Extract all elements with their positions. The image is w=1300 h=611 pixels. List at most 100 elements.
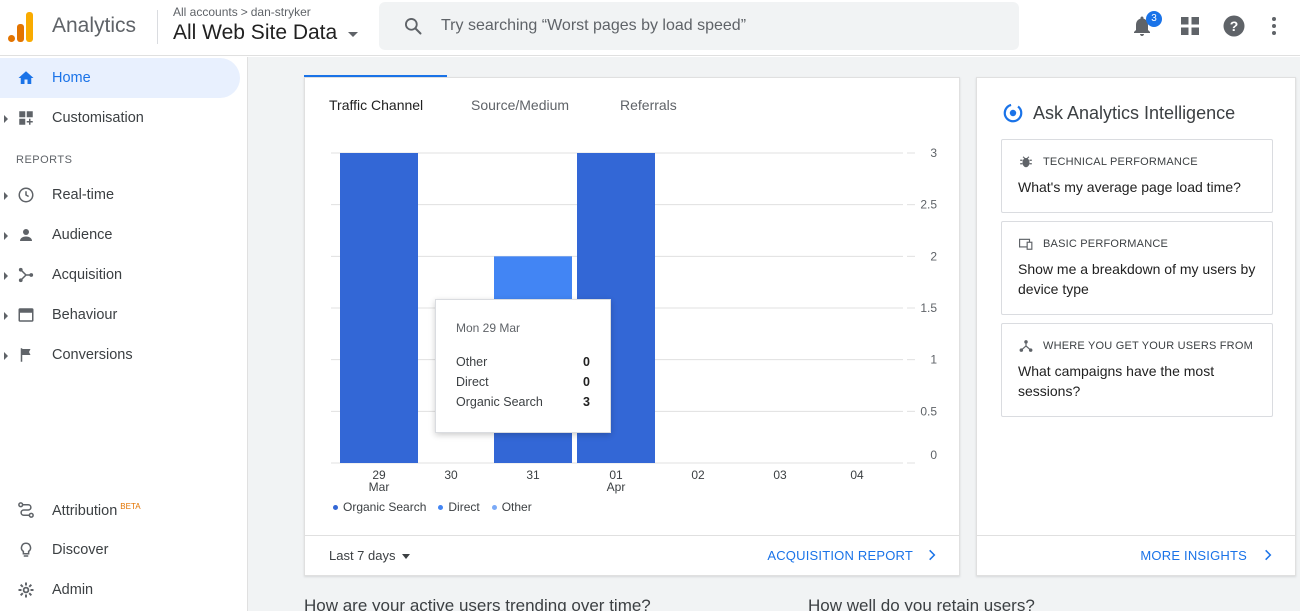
y-tick-label: 1 (930, 353, 937, 367)
tooltip-row-label: Other (456, 355, 488, 369)
chevron-right-icon[interactable] (925, 548, 939, 562)
insight-question-card[interactable]: TECHNICAL PERFORMANCE What's my average … (1001, 139, 1273, 213)
expand-arrow-icon[interactable] (4, 115, 8, 123)
insights-card-footer: MORE INSIGHTS (977, 535, 1295, 575)
devices-icon (1019, 238, 1033, 250)
legend-dot-icon (333, 505, 338, 511)
retention-heading: How well do you retain users? (808, 596, 1035, 611)
lightbulb-icon (20, 542, 32, 557)
insight-question-card[interactable]: BASIC PERFORMANCE Show me a breakdown of… (1001, 221, 1273, 315)
share-icon (1019, 340, 1033, 352)
sidebar-item-label: Real-time (52, 187, 115, 203)
bar-organic-search[interactable] (340, 153, 418, 463)
analytics-intelligence-icon (1003, 103, 1023, 123)
sidebar-item-acquisition[interactable]: Acquisition (0, 255, 240, 295)
acquisition-report-link[interactable]: ACQUISITION REPORT (767, 548, 913, 563)
insights-title: Ask Analytics Intelligence (1033, 103, 1236, 123)
sidebar-item-label: Behaviour (52, 307, 118, 323)
traffic-card: Traffic Channel Source/Medium Referrals … (304, 77, 960, 576)
y-tick-label: 1.5 (920, 301, 937, 315)
tooltip-row: Other 0 (456, 355, 590, 369)
top-bar: Analytics All accounts > dan-stryker All W… (0, 0, 1300, 56)
chart-legend: Organic Search Direct Other (333, 500, 544, 514)
caret-down-icon[interactable] (348, 32, 358, 37)
legend-item[interactable]: Direct (438, 500, 480, 514)
more-insights-link[interactable]: MORE INSIGHTS (1140, 548, 1247, 563)
sidebar-item-realtime[interactable]: Real-time (0, 175, 240, 215)
view-selector[interactable]: All Web Site Data (173, 21, 338, 44)
person-icon (20, 229, 32, 241)
behaviour-icon (18, 308, 34, 322)
main-content: Traffic Channel Source/Medium Referrals … (248, 57, 1300, 611)
sidebar-item-label: Attribution BETA (52, 502, 141, 519)
sidebar-item-label: Admin (52, 582, 94, 598)
tab-referrals[interactable]: Referrals (620, 97, 677, 113)
expand-arrow-icon[interactable] (4, 272, 8, 280)
more-vert-icon[interactable] (1262, 14, 1286, 38)
chevron-right-icon[interactable] (1261, 548, 1275, 562)
breadcrumb-account[interactable]: All accounts (173, 5, 238, 19)
tab-traffic-channel[interactable]: Traffic Channel (329, 97, 424, 113)
flag-icon (20, 348, 31, 362)
app-name[interactable]: Analytics (52, 14, 137, 37)
y-tick-label: 0.5 (920, 404, 937, 418)
tab-source-medium[interactable]: Source/Medium (471, 97, 570, 113)
search-icon (405, 18, 422, 35)
tooltip-row-label: Organic Search (456, 395, 543, 409)
sidebar-item-conversions[interactable]: Conversions (0, 335, 240, 375)
bug-icon (1020, 156, 1032, 168)
sidebar-item-customisation[interactable]: Customisation (0, 98, 240, 138)
legend-dot-icon (491, 505, 497, 511)
beta-badge: BETA (120, 502, 141, 511)
sidebar-item-discover[interactable]: Discover (0, 530, 240, 570)
home-icon (18, 71, 34, 84)
x-tick-label: 01 (609, 468, 623, 482)
sidebar-item-audience[interactable]: Audience (0, 215, 240, 255)
attribution-label: Attribution (52, 502, 118, 519)
insights-card: Ask Analytics Intelligence TECHNICAL PER… (976, 77, 1296, 576)
insight-question-card[interactable]: WHERE YOU GET YOUR USERS FROM What campa… (1001, 323, 1273, 417)
search-bar[interactable] (379, 2, 1019, 50)
sidebar-item-home[interactable]: Home (0, 58, 240, 98)
x-tick-label: Apr (607, 480, 626, 494)
sidebar-item-behaviour[interactable]: Behaviour (0, 295, 240, 335)
legend-label: Other (501, 500, 532, 514)
divider (157, 10, 158, 44)
sidebar-item-label: Acquisition (52, 267, 123, 283)
tooltip-row: Organic Search 3 (456, 395, 590, 409)
breadcrumb-property[interactable]: dan-stryker (250, 5, 311, 19)
help-icon[interactable]: ? (1222, 14, 1246, 38)
expand-arrow-icon[interactable] (4, 232, 8, 240)
question-text: What's my average page load time? (1018, 179, 1241, 195)
tooltip-row-value: 0 (583, 375, 590, 389)
tooltip-date: Mon 29 Mar (456, 321, 521, 335)
breadcrumb[interactable]: All accounts > dan-stryker (173, 5, 311, 19)
gear-icon (18, 582, 34, 598)
legend-item[interactable]: Organic Search (333, 500, 426, 514)
date-range-selector[interactable]: Last 7 days (329, 548, 410, 563)
y-tick-label: 2.5 (920, 198, 937, 212)
date-range-label: Last 7 days (329, 548, 396, 563)
chart-tooltip: Mon 29 Mar Other 0 Direct 0 Organic Search… (435, 299, 611, 433)
search-input[interactable] (441, 14, 1001, 38)
y-tick-label: 0 (930, 448, 937, 462)
y-tick-label: 2 (930, 249, 937, 263)
sidebar: Home Customisation REPORTS Real-time Aud… (0, 57, 248, 611)
tooltip-row-value: 3 (583, 395, 590, 409)
expand-arrow-icon[interactable] (4, 352, 8, 360)
sidebar-item-attribution[interactable]: Attribution BETA (0, 490, 240, 530)
analytics-logo-icon[interactable] (8, 10, 36, 42)
sidebar-item-admin[interactable]: Admin (0, 570, 240, 610)
x-tick-label: 30 (444, 468, 458, 482)
apps-grid-icon[interactable] (1178, 14, 1202, 38)
x-tick-label: 03 (773, 468, 787, 482)
question-text: What campaigns have the most sessions? (1018, 363, 1215, 399)
sidebar-item-label: Discover (52, 542, 109, 558)
question-category: WHERE YOU GET YOUR USERS FROM (1043, 340, 1253, 352)
legend-item[interactable]: Other (491, 500, 532, 514)
active-section-indicator (304, 75, 447, 78)
expand-arrow-icon[interactable] (4, 312, 8, 320)
expand-arrow-icon[interactable] (4, 192, 8, 200)
legend-label: Organic Search (343, 500, 427, 514)
